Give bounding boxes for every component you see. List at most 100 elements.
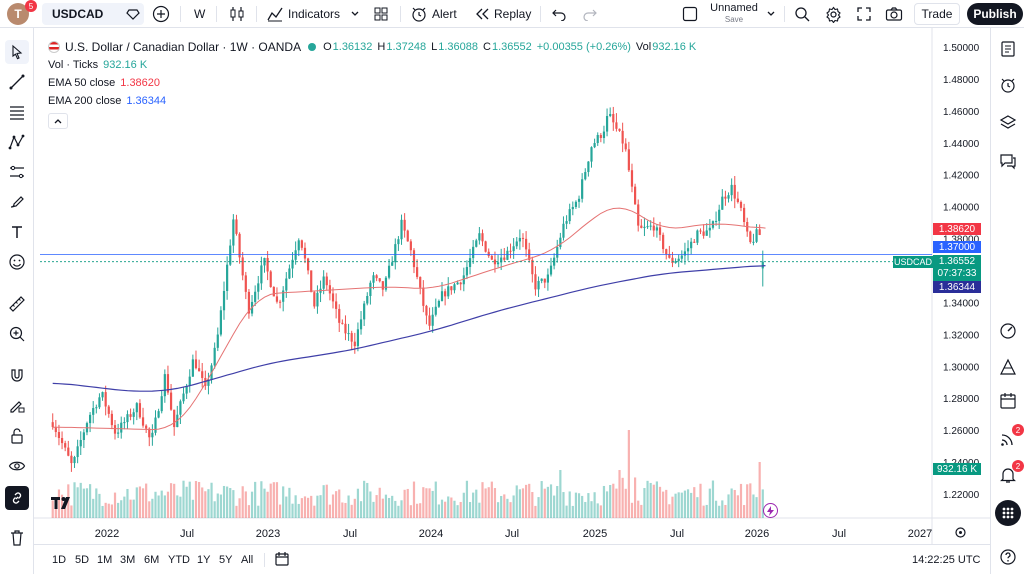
range-ytd[interactable]: YTD bbox=[168, 554, 190, 566]
brush-tool[interactable] bbox=[5, 190, 29, 214]
pattern-tool[interactable] bbox=[5, 130, 29, 154]
volume-bar bbox=[705, 504, 708, 518]
object-tree-button[interactable] bbox=[997, 112, 1019, 134]
forecasting-tool[interactable] bbox=[5, 160, 29, 184]
collapse-legend-button[interactable] bbox=[48, 113, 68, 129]
bottom-toolbar: 1D 5D 1M 3M 6M YTD 1Y 5Y All 14:22:25 UT… bbox=[34, 544, 990, 574]
technicals-button[interactable] bbox=[997, 320, 1019, 342]
ideas-button[interactable] bbox=[997, 356, 1019, 378]
stay-drawing-tool[interactable] bbox=[5, 394, 29, 418]
range-3m[interactable]: 3M bbox=[120, 554, 136, 566]
symbol-search[interactable]: USDCAD bbox=[42, 3, 144, 25]
range-1d[interactable]: 1D bbox=[52, 554, 67, 566]
range-6m[interactable]: 6M bbox=[144, 554, 160, 566]
axis-settings-button[interactable] bbox=[954, 526, 967, 544]
candle-body bbox=[587, 161, 590, 173]
volume-bar bbox=[487, 487, 490, 518]
screenshot-button[interactable] bbox=[885, 4, 903, 24]
range-5y[interactable]: 5Y bbox=[219, 554, 233, 566]
candle-body bbox=[191, 359, 194, 377]
calendar-button[interactable] bbox=[997, 390, 1019, 412]
volume-bar bbox=[384, 494, 388, 518]
plus-circle-icon bbox=[152, 5, 170, 23]
volume-bar bbox=[185, 486, 188, 518]
range-1y[interactable]: 1Y bbox=[197, 554, 211, 566]
ema200-legend-row[interactable]: EMA 200 close 1.36344 bbox=[48, 92, 696, 110]
date-range-button[interactable] bbox=[274, 551, 290, 570]
dividend-event-marker[interactable] bbox=[763, 503, 778, 518]
indicators-dropdown[interactable] bbox=[350, 4, 360, 24]
products-button[interactable] bbox=[995, 500, 1021, 526]
magnet-tool[interactable] bbox=[5, 364, 29, 388]
settings-button[interactable] bbox=[825, 4, 842, 24]
volume-bar bbox=[537, 497, 540, 518]
help-button[interactable] bbox=[997, 546, 1019, 568]
candle-body bbox=[714, 220, 718, 222]
layout-checkbox[interactable] bbox=[682, 4, 698, 24]
hide-drawings-tool[interactable] bbox=[5, 454, 29, 478]
range-1m[interactable]: 1M bbox=[97, 554, 113, 566]
volume-bar bbox=[746, 484, 749, 518]
price-tick-label: 1.48000 bbox=[943, 75, 980, 86]
candle-body bbox=[543, 278, 546, 283]
time-tick-label: Jul bbox=[832, 528, 846, 540]
notifications-button[interactable] bbox=[997, 464, 1019, 486]
range-all[interactable]: All bbox=[241, 554, 254, 566]
replay-button[interactable]: Replay bbox=[474, 4, 531, 24]
watchlist-button[interactable] bbox=[997, 38, 1019, 60]
alert-button[interactable]: Alert bbox=[410, 4, 457, 24]
tradingview-logo[interactable] bbox=[50, 495, 76, 516]
volume-bar bbox=[565, 505, 568, 518]
chats-button[interactable] bbox=[997, 150, 1019, 172]
interval-button[interactable]: W bbox=[194, 4, 205, 24]
clock-display[interactable]: 14:22:25 UTC bbox=[912, 554, 981, 566]
lock-drawings-tool[interactable] bbox=[5, 424, 29, 448]
text-tool[interactable] bbox=[5, 220, 29, 244]
volume-bar bbox=[481, 482, 484, 518]
quick-search-button[interactable] bbox=[794, 4, 811, 24]
fullscreen-button[interactable] bbox=[856, 4, 872, 24]
diamond-icon[interactable] bbox=[126, 7, 140, 24]
layout-dropdown[interactable] bbox=[766, 4, 776, 24]
alerts-panel-button[interactable] bbox=[997, 74, 1019, 96]
candle-body bbox=[303, 247, 307, 259]
user-avatar[interactable]: T bbox=[7, 3, 29, 25]
hotlists-button[interactable] bbox=[997, 428, 1019, 450]
volume-bar bbox=[110, 504, 113, 518]
divider bbox=[784, 6, 785, 22]
candle-body bbox=[618, 128, 621, 131]
volume-legend-row[interactable]: Vol · Ticks 932.16 K bbox=[48, 56, 696, 74]
undo-button[interactable] bbox=[551, 4, 567, 24]
price-chart[interactable]: 1.50000 1.48000 1.46000 1.44000 1.42000 1.400… bbox=[34, 28, 990, 544]
chart-type-button[interactable] bbox=[229, 4, 245, 24]
publish-button[interactable]: Publish bbox=[967, 3, 1023, 25]
zoom-tool[interactable] bbox=[5, 322, 29, 346]
layout-name-button[interactable]: Unnamed Save bbox=[704, 2, 764, 26]
redo-button[interactable] bbox=[582, 4, 598, 24]
trade-button[interactable]: Trade bbox=[914, 3, 960, 25]
measure-tool[interactable] bbox=[5, 292, 29, 316]
emoji-tool[interactable] bbox=[5, 250, 29, 274]
volume-bar bbox=[683, 490, 687, 518]
add-symbol-button[interactable] bbox=[152, 4, 170, 24]
templates-button[interactable] bbox=[373, 4, 389, 24]
sync-drawings-tool[interactable] bbox=[5, 486, 29, 510]
trend-line-tool[interactable] bbox=[5, 70, 29, 94]
volume-bar bbox=[391, 495, 394, 518]
text-icon bbox=[12, 226, 22, 238]
fib-tool[interactable] bbox=[5, 100, 29, 124]
volume-bar bbox=[381, 498, 384, 518]
indicators-button[interactable]: Indicators bbox=[266, 4, 340, 24]
ema50-legend-row[interactable]: EMA 50 close 1.38620 bbox=[48, 74, 696, 92]
cursor-tool[interactable] bbox=[5, 40, 29, 64]
top-toolbar: T 5 USDCAD W Indicators Alert Replay bbox=[0, 0, 1024, 28]
remove-drawings-tool[interactable] bbox=[5, 526, 29, 550]
volume-bar bbox=[138, 486, 142, 518]
candle-body bbox=[721, 196, 724, 210]
legend-title[interactable]: U.S. Dollar / Canadian Dollar · 1W · OAN… bbox=[65, 40, 302, 54]
volume-bar bbox=[761, 489, 764, 518]
candle-body bbox=[428, 315, 431, 326]
volume-bar bbox=[151, 498, 154, 518]
range-5d[interactable]: 5D bbox=[75, 554, 90, 566]
volume-bar bbox=[500, 495, 503, 518]
